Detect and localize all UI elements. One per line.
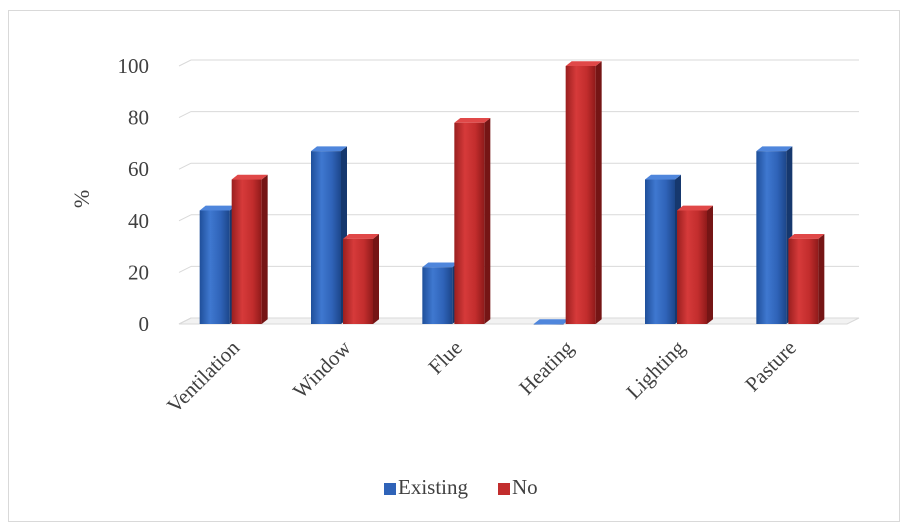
chart-frame: 0 20 40 60 80 100 Ventilation Window Flue Heating… (8, 10, 900, 522)
bar-front (343, 238, 373, 324)
bar-front (533, 324, 564, 325)
bar-side (261, 174, 268, 324)
bar-front (311, 151, 341, 324)
bar-flue-no (454, 117, 491, 325)
gridline-diagonal (178, 111, 192, 119)
bar-ventilation-existing (199, 205, 236, 324)
bar-front (422, 267, 453, 324)
bar-top (343, 234, 379, 239)
bar-chart: 0 20 40 60 80 100 Ventilation Window Flue Heating… (69, 54, 860, 499)
y-axis-label: % (69, 190, 94, 208)
bar-top (199, 205, 236, 211)
x-tick-label: Pasture (740, 336, 801, 397)
bar-front (645, 179, 675, 324)
bar-top (645, 174, 681, 180)
y-tick-label: 80 (128, 106, 149, 130)
bar-heating-no (565, 61, 602, 324)
bar-front (565, 66, 596, 324)
y-tick-label: 60 (128, 157, 149, 181)
gridline-diagonal (178, 59, 192, 67)
bar-top (422, 262, 459, 268)
bar-front (454, 122, 485, 324)
y-tick-label: 40 (128, 209, 149, 233)
y-tick-label: 20 (128, 260, 149, 284)
legend-swatch-no (498, 483, 510, 495)
bar-front (677, 210, 707, 324)
bar-pasture-no (788, 234, 825, 324)
bar-top (756, 146, 793, 152)
x-tick-label: Heating (514, 335, 578, 399)
gridline-diagonal (178, 265, 192, 273)
bar-window-no (343, 234, 379, 324)
gridline-diagonal (178, 162, 192, 170)
x-tick-label: Ventilation (162, 335, 244, 417)
bar-window-existing (311, 146, 347, 324)
legend-label-no: No (512, 475, 538, 499)
bar-side (595, 61, 602, 324)
bar-top (565, 61, 602, 66)
x-tick-label: Window (288, 335, 356, 403)
bar-heating-existing (533, 319, 570, 325)
bar-side (373, 234, 379, 324)
bar-top (231, 174, 268, 180)
bar-top (677, 205, 713, 211)
bar-top (311, 146, 347, 152)
bar-front (756, 151, 787, 324)
legend-label-existing: Existing (398, 475, 469, 499)
y-tick-label: 0 (139, 312, 150, 336)
bar-top (788, 234, 825, 239)
bar-side (818, 234, 825, 324)
bar-lighting-no (677, 205, 713, 324)
bar-pasture-existing (756, 146, 793, 324)
x-tick-label: Lighting (621, 335, 689, 403)
bar-side (707, 205, 713, 324)
bar-top (454, 117, 491, 123)
x-tick-label: Flue (423, 336, 466, 379)
gridline-diagonal (178, 317, 192, 325)
legend-swatch-existing (384, 483, 396, 495)
bar-ventilation-no (231, 174, 268, 324)
bar-top (533, 319, 570, 324)
bar-lighting-existing (645, 174, 681, 324)
bar-side (484, 117, 491, 325)
bar-front (199, 210, 230, 324)
bar-flue-existing (422, 262, 459, 324)
y-tick-label: 100 (118, 54, 150, 78)
bar-front (788, 238, 819, 324)
gridline-diagonal (178, 214, 192, 222)
bar-front (231, 179, 262, 324)
legend: Existing No (384, 475, 538, 499)
